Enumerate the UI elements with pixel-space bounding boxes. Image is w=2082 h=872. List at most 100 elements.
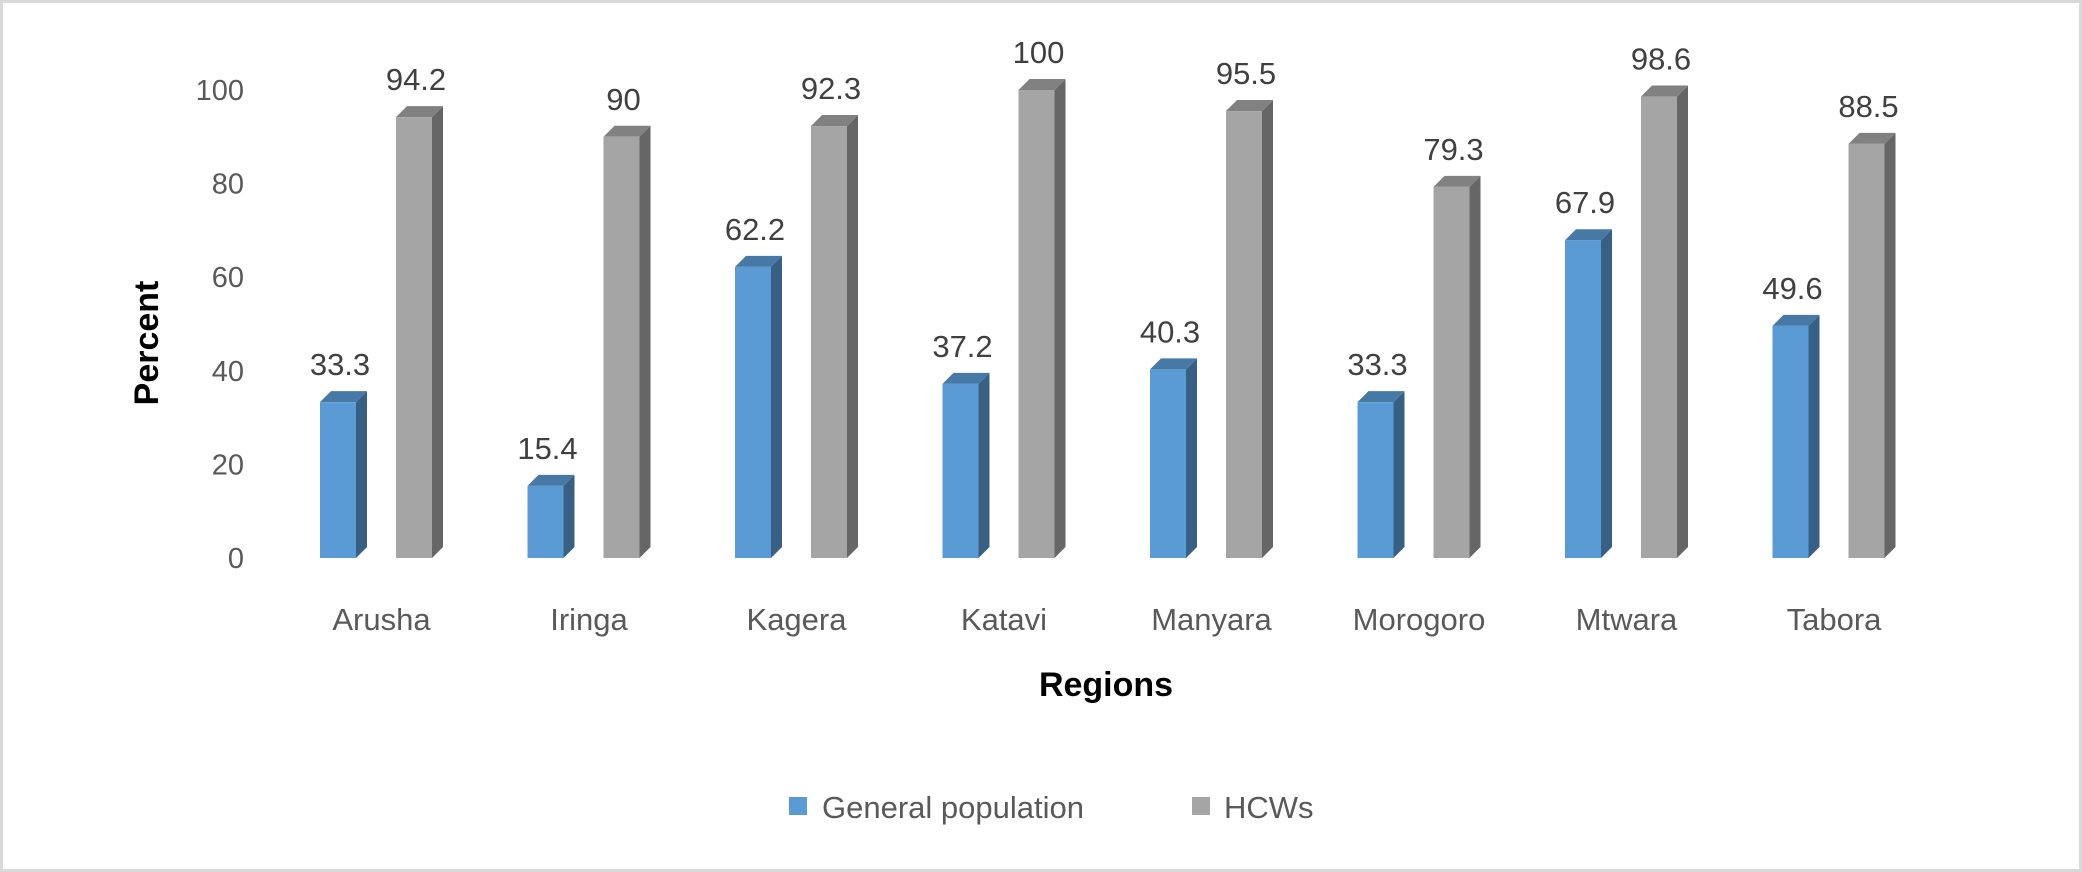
legend-label-hcws: HCWs <box>1224 790 1314 825</box>
y-tick-label: 20 <box>212 449 244 481</box>
bar-front <box>1772 325 1809 558</box>
data-label: 37.2 <box>932 329 992 364</box>
data-label: 90 <box>606 82 640 117</box>
bar-front <box>942 383 979 558</box>
bar <box>735 255 782 559</box>
bar-side <box>563 474 575 558</box>
data-label: 95.5 <box>1216 56 1276 91</box>
bar-front <box>320 402 356 558</box>
bar <box>1357 391 1405 558</box>
data-label: 33.3 <box>1347 347 1407 382</box>
bar-top <box>1641 85 1688 97</box>
x-axis-categories: Arusha Iringa Kagera Katavi Manyara Morogoro M… <box>332 602 1882 637</box>
data-label: 98.6 <box>1631 42 1691 77</box>
bar-front <box>811 126 847 558</box>
bar-side <box>771 255 782 559</box>
bar-top <box>320 391 367 403</box>
bar-front <box>1150 369 1186 558</box>
bar-side <box>1186 358 1197 558</box>
bar-side <box>432 106 443 559</box>
bar <box>1150 358 1197 558</box>
x-category-label: Arusha <box>332 602 431 637</box>
data-label: 67.9 <box>1555 185 1615 220</box>
bar <box>603 125 651 559</box>
y-axis-title: Percent <box>128 281 166 406</box>
y-tick-label: 100 <box>196 75 244 107</box>
bar-top <box>811 115 858 127</box>
bar-top <box>527 474 575 486</box>
data-label: 33.3 <box>310 347 370 382</box>
bar <box>1848 132 1896 558</box>
bar-side <box>1262 100 1273 558</box>
x-category-label: Kagera <box>747 602 848 637</box>
x-category-label: Mtwara <box>1576 602 1678 637</box>
bar-side <box>1469 175 1481 558</box>
data-label: 62.2 <box>725 212 785 247</box>
bar-top <box>396 106 443 118</box>
bar <box>1565 229 1612 558</box>
x-category-label: Iringa <box>550 602 628 637</box>
data-label: 88.5 <box>1838 89 1898 124</box>
bar-front <box>1641 96 1677 558</box>
x-category-label: Manyara <box>1151 602 1272 637</box>
bar-side <box>1808 314 1820 558</box>
bar-top <box>1226 100 1273 112</box>
bar-top <box>1433 175 1481 187</box>
bar-side <box>639 125 651 559</box>
bar-front <box>1357 402 1394 558</box>
bar-front <box>396 117 432 559</box>
data-labels: 33.3 94.2 15.4 90 62.2 92.3 37.2 100 40.3 95.5 33.… <box>310 35 1899 466</box>
bar-side <box>978 372 990 558</box>
bar-side <box>1393 391 1405 558</box>
bar-side <box>356 391 367 558</box>
legend-swatch-general-population <box>789 797 807 815</box>
bar-front <box>1433 186 1470 558</box>
bar <box>396 106 443 559</box>
bar <box>1772 314 1820 558</box>
data-label: 40.3 <box>1140 314 1200 349</box>
bar-front <box>603 136 640 559</box>
bar-front <box>1565 240 1601 558</box>
bar-top <box>1018 79 1066 90</box>
bar-top <box>1772 314 1820 326</box>
data-label: 100 <box>1013 35 1065 70</box>
bar-front <box>735 266 771 558</box>
data-label: 92.3 <box>801 71 861 106</box>
bars <box>320 79 1896 559</box>
bar <box>811 115 858 558</box>
bar-front <box>527 485 564 558</box>
y-tick-label: 40 <box>212 356 244 388</box>
legend-label-general-population: General population <box>822 790 1084 825</box>
bar <box>1018 79 1066 558</box>
data-label: 94.2 <box>386 62 446 97</box>
x-category-label: Tabora <box>1787 602 1883 637</box>
data-label: 15.4 <box>517 431 577 466</box>
y-tick-label: 60 <box>212 262 244 294</box>
bar-side <box>1677 85 1688 558</box>
bar <box>527 474 575 558</box>
bar-side <box>1884 132 1896 558</box>
x-category-label: Morogoro <box>1353 602 1486 637</box>
data-label: 49.6 <box>1762 271 1822 306</box>
y-axis-ticks: 0 20 40 60 80 100 <box>196 75 244 575</box>
bar-side <box>1054 79 1066 558</box>
bar-top <box>1150 358 1197 370</box>
bar-top <box>735 255 782 267</box>
bar-front <box>1848 143 1885 558</box>
bar-top <box>1848 132 1896 144</box>
bar-top <box>942 372 990 384</box>
x-category-label: Katavi <box>961 602 1047 637</box>
bar-front <box>1226 111 1262 558</box>
legend-swatch-hcws <box>1192 797 1210 815</box>
bar-side <box>1601 229 1612 558</box>
bar-front <box>1018 90 1055 558</box>
data-label: 79.3 <box>1423 132 1483 167</box>
bar-top <box>1565 229 1612 241</box>
bar <box>1226 100 1273 558</box>
bar <box>1433 175 1481 558</box>
bar-top <box>1357 391 1405 403</box>
y-tick-label: 0 <box>228 543 244 575</box>
bar <box>1641 85 1688 558</box>
bar-top <box>603 125 651 137</box>
